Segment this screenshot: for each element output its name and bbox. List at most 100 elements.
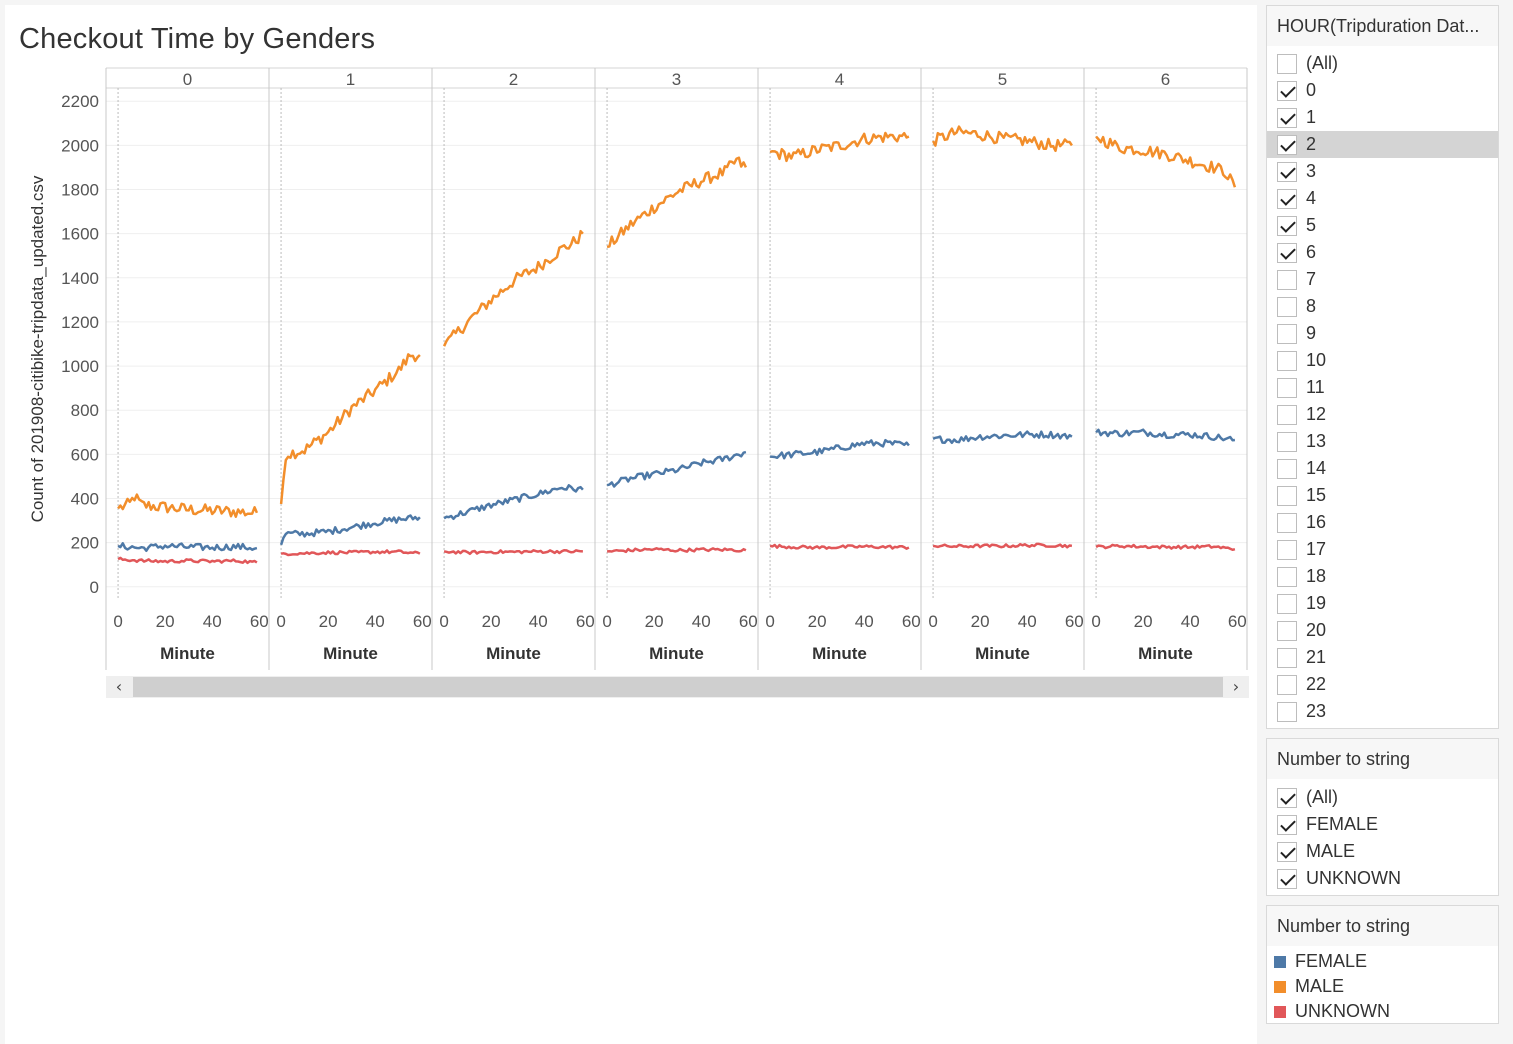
filter-option-label: 2 xyxy=(1306,134,1317,154)
checkbox-unchecked-icon[interactable] xyxy=(1277,377,1297,398)
filter-option-label: 18 xyxy=(1306,566,1327,586)
x-tick-label: 40 xyxy=(366,612,385,631)
y-tick-label: 1600 xyxy=(61,225,99,244)
gender-filter-list: (All) FEMALE MALE UNKNOWN xyxy=(1267,779,1498,892)
legend-label: MALE xyxy=(1295,976,1345,996)
filter-option[interactable]: 8 xyxy=(1267,293,1498,320)
filter-option[interactable]: 9 xyxy=(1267,320,1498,347)
checkbox-unchecked-icon[interactable] xyxy=(1277,674,1297,695)
filter-option-label: (All) xyxy=(1306,53,1338,73)
filter-option[interactable]: 3 xyxy=(1267,158,1498,185)
checkbox-unchecked-icon[interactable] xyxy=(1277,620,1297,641)
checkbox-unchecked-icon[interactable] xyxy=(1277,539,1297,560)
checkbox-unchecked-icon[interactable] xyxy=(1277,701,1297,722)
hour-filter-title: HOUR(Tripduration Dat... xyxy=(1267,6,1498,46)
series-line-male xyxy=(279,353,421,505)
checkbox-checked-icon[interactable] xyxy=(1277,107,1297,128)
checkbox-checked-icon[interactable] xyxy=(1277,161,1297,182)
x-axis-label: Minute xyxy=(975,644,1030,663)
x-axis-label: Minute xyxy=(323,644,378,663)
legend-item[interactable]: UNKNOWN xyxy=(1267,999,1498,1024)
checkbox-unchecked-icon[interactable] xyxy=(1277,431,1297,452)
filter-option[interactable]: 16 xyxy=(1267,509,1498,536)
checkbox-checked-icon[interactable] xyxy=(1277,841,1297,862)
chevron-right-icon[interactable]: › xyxy=(1232,677,1240,696)
checkbox-checked-icon[interactable] xyxy=(1277,868,1297,889)
x-tick-label: 60 xyxy=(1228,612,1247,631)
filter-option[interactable]: 20 xyxy=(1267,617,1498,644)
filter-option[interactable]: 18 xyxy=(1267,563,1498,590)
series-line-unknown xyxy=(932,542,1073,549)
filter-option-label: 15 xyxy=(1306,485,1327,505)
checkbox-unchecked-icon[interactable] xyxy=(1277,566,1297,587)
checkbox-unchecked-icon[interactable] xyxy=(1277,647,1297,668)
filter-option[interactable]: 4 xyxy=(1267,185,1498,212)
legend-item[interactable]: MALE xyxy=(1267,974,1498,999)
checkbox-unchecked-icon[interactable] xyxy=(1277,53,1297,74)
series-line-female xyxy=(117,542,258,553)
checkbox-unchecked-icon[interactable] xyxy=(1277,593,1297,614)
x-tick-label: 40 xyxy=(529,612,548,631)
filter-option[interactable]: 5 xyxy=(1267,212,1498,239)
filter-option[interactable]: 10 xyxy=(1267,347,1498,374)
series-line-unknown xyxy=(443,548,583,556)
filter-option[interactable]: UNKNOWN xyxy=(1267,865,1498,892)
filter-option[interactable]: 7 xyxy=(1267,266,1498,293)
series-line-unknown xyxy=(769,543,910,550)
checkbox-unchecked-icon[interactable] xyxy=(1277,512,1297,533)
filter-option[interactable]: 2 xyxy=(1267,131,1498,158)
filter-option[interactable]: 21 xyxy=(1267,644,1498,671)
checkbox-checked-icon[interactable] xyxy=(1277,188,1297,209)
filter-option[interactable]: 17 xyxy=(1267,536,1498,563)
y-tick-label: 1400 xyxy=(61,269,99,288)
filter-option[interactable]: 1 xyxy=(1267,104,1498,131)
legend-item[interactable]: FEMALE xyxy=(1267,949,1498,974)
filter-option[interactable]: 14 xyxy=(1267,455,1498,482)
horizontal-scrollbar[interactable]: ‹ › xyxy=(106,676,1249,698)
filter-option[interactable]: 11 xyxy=(1267,374,1498,401)
y-tick-label: 600 xyxy=(71,445,99,464)
x-tick-label: 40 xyxy=(692,612,711,631)
checkbox-checked-icon[interactable] xyxy=(1277,134,1297,155)
filter-option[interactable]: (All) xyxy=(1267,784,1498,811)
checkbox-checked-icon[interactable] xyxy=(1277,814,1297,835)
filter-option[interactable]: FEMALE xyxy=(1267,811,1498,838)
legend-swatch xyxy=(1274,955,1286,968)
series-line-female xyxy=(606,450,747,488)
filter-option-label: 16 xyxy=(1306,512,1327,532)
checkbox-unchecked-icon[interactable] xyxy=(1277,404,1297,425)
checkbox-unchecked-icon[interactable] xyxy=(1277,350,1297,371)
x-tick-label: 40 xyxy=(1018,612,1037,631)
x-tick-label: 60 xyxy=(576,612,595,631)
x-tick-label: 60 xyxy=(250,612,269,631)
filter-option[interactable]: 19 xyxy=(1267,590,1498,617)
checkbox-unchecked-icon[interactable] xyxy=(1277,269,1297,290)
checkbox-unchecked-icon[interactable] xyxy=(1277,296,1297,317)
checkbox-checked-icon[interactable] xyxy=(1277,215,1297,236)
checkbox-checked-icon[interactable] xyxy=(1277,787,1297,808)
series-line-male xyxy=(769,131,910,163)
filter-option[interactable]: 0 xyxy=(1267,77,1498,104)
checkbox-checked-icon[interactable] xyxy=(1277,80,1297,101)
filter-option[interactable]: (All) xyxy=(1267,50,1498,77)
checkbox-unchecked-icon[interactable] xyxy=(1277,458,1297,479)
filter-option[interactable]: 12 xyxy=(1267,401,1498,428)
checkbox-unchecked-icon[interactable] xyxy=(1277,485,1297,506)
chevron-left-icon[interactable]: ‹ xyxy=(115,677,123,696)
filter-option-label: 12 xyxy=(1306,404,1327,424)
panel-header-label: 0 xyxy=(183,70,192,89)
x-tick-label: 0 xyxy=(276,612,285,631)
filter-option[interactable]: 13 xyxy=(1267,428,1498,455)
checkbox-unchecked-icon[interactable] xyxy=(1277,323,1297,344)
checkbox-checked-icon[interactable] xyxy=(1277,242,1297,263)
filter-option[interactable]: 22 xyxy=(1267,671,1498,698)
filter-option[interactable]: 23 xyxy=(1267,698,1498,725)
filter-option[interactable]: MALE xyxy=(1267,838,1498,865)
filter-option[interactable]: 6 xyxy=(1267,239,1498,266)
panel-header-label: 2 xyxy=(509,70,518,89)
filter-option[interactable]: 15 xyxy=(1267,482,1498,509)
scrollbar-thumb[interactable] xyxy=(133,677,1223,697)
filter-option-label: 13 xyxy=(1306,431,1327,451)
x-tick-label: 20 xyxy=(156,612,175,631)
series-line-male xyxy=(442,229,584,347)
